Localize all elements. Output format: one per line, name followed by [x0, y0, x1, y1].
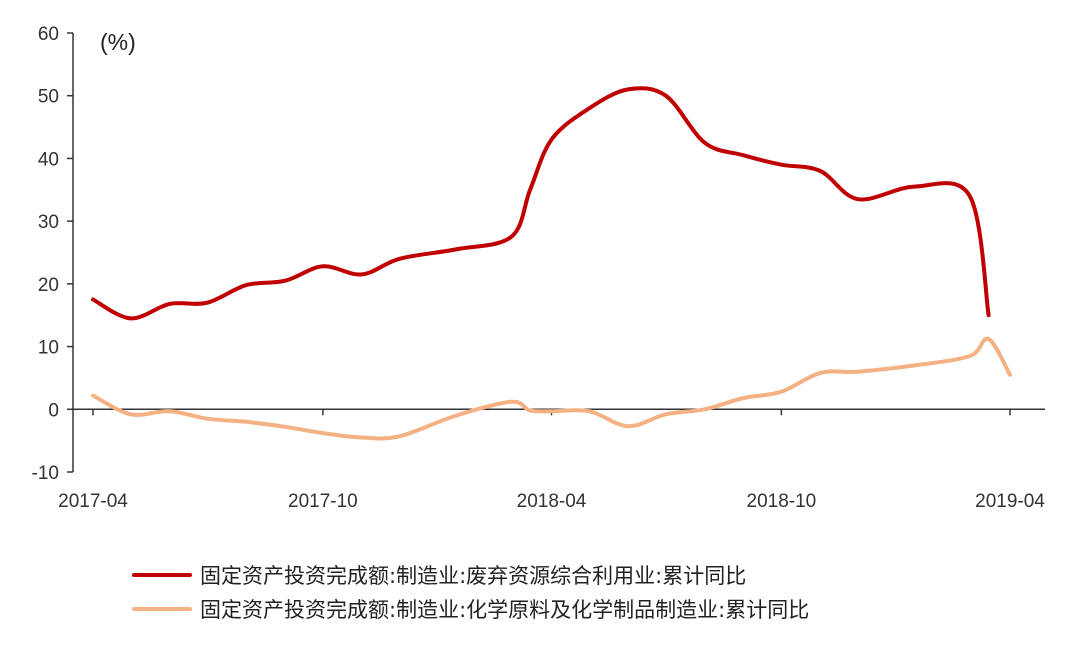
- x-tick-label: 2018-10: [747, 491, 817, 512]
- legend-item-series-1: 固定资产投资完成额:制造业:废弃资源综合利用业:累计同比: [132, 558, 809, 592]
- y-tick-label: 0: [48, 400, 59, 421]
- x-tick-label: 2017-10: [288, 491, 358, 512]
- legend-swatch-series-1: [132, 573, 192, 577]
- y-tick-label: -10: [32, 463, 59, 484]
- legend-swatch-series-2: [132, 607, 192, 611]
- series-line-1: [91, 86, 991, 321]
- y-tick-label: 50: [38, 87, 59, 108]
- series-line-2: [91, 336, 1012, 441]
- series-layer: [91, 86, 1012, 441]
- y-tick-label: 60: [38, 24, 59, 45]
- x-tick-label: 2018-04: [517, 491, 587, 512]
- legend: 固定资产投资完成额:制造业:废弃资源综合利用业:累计同比 固定资产投资完成额:制…: [132, 558, 809, 626]
- x-axis: 2017-04 2017-10 2018-04 2018-10 2019-04: [58, 408, 1045, 512]
- legend-label-series-2: 固定资产投资完成额:制造业:化学原料及化学制品制造业:累计同比: [200, 598, 810, 622]
- y-axis: -10 0 10 20 30 40 50 60: [32, 24, 74, 484]
- y-tick-label: 20: [38, 275, 59, 296]
- y-unit-label: (%): [100, 29, 136, 55]
- y-tick-label: 40: [38, 149, 59, 170]
- legend-label-series-1: 固定资产投资完成额:制造业:废弃资源综合利用业:累计同比: [200, 564, 747, 588]
- x-tick-label: 2017-04: [58, 491, 128, 512]
- y-tick-label: 30: [38, 212, 59, 233]
- legend-item-series-2: 固定资产投资完成额:制造业:化学原料及化学制品制造业:累计同比: [132, 592, 809, 626]
- y-tick-label: 10: [38, 338, 59, 359]
- x-tick-label: 2019-04: [975, 491, 1045, 512]
